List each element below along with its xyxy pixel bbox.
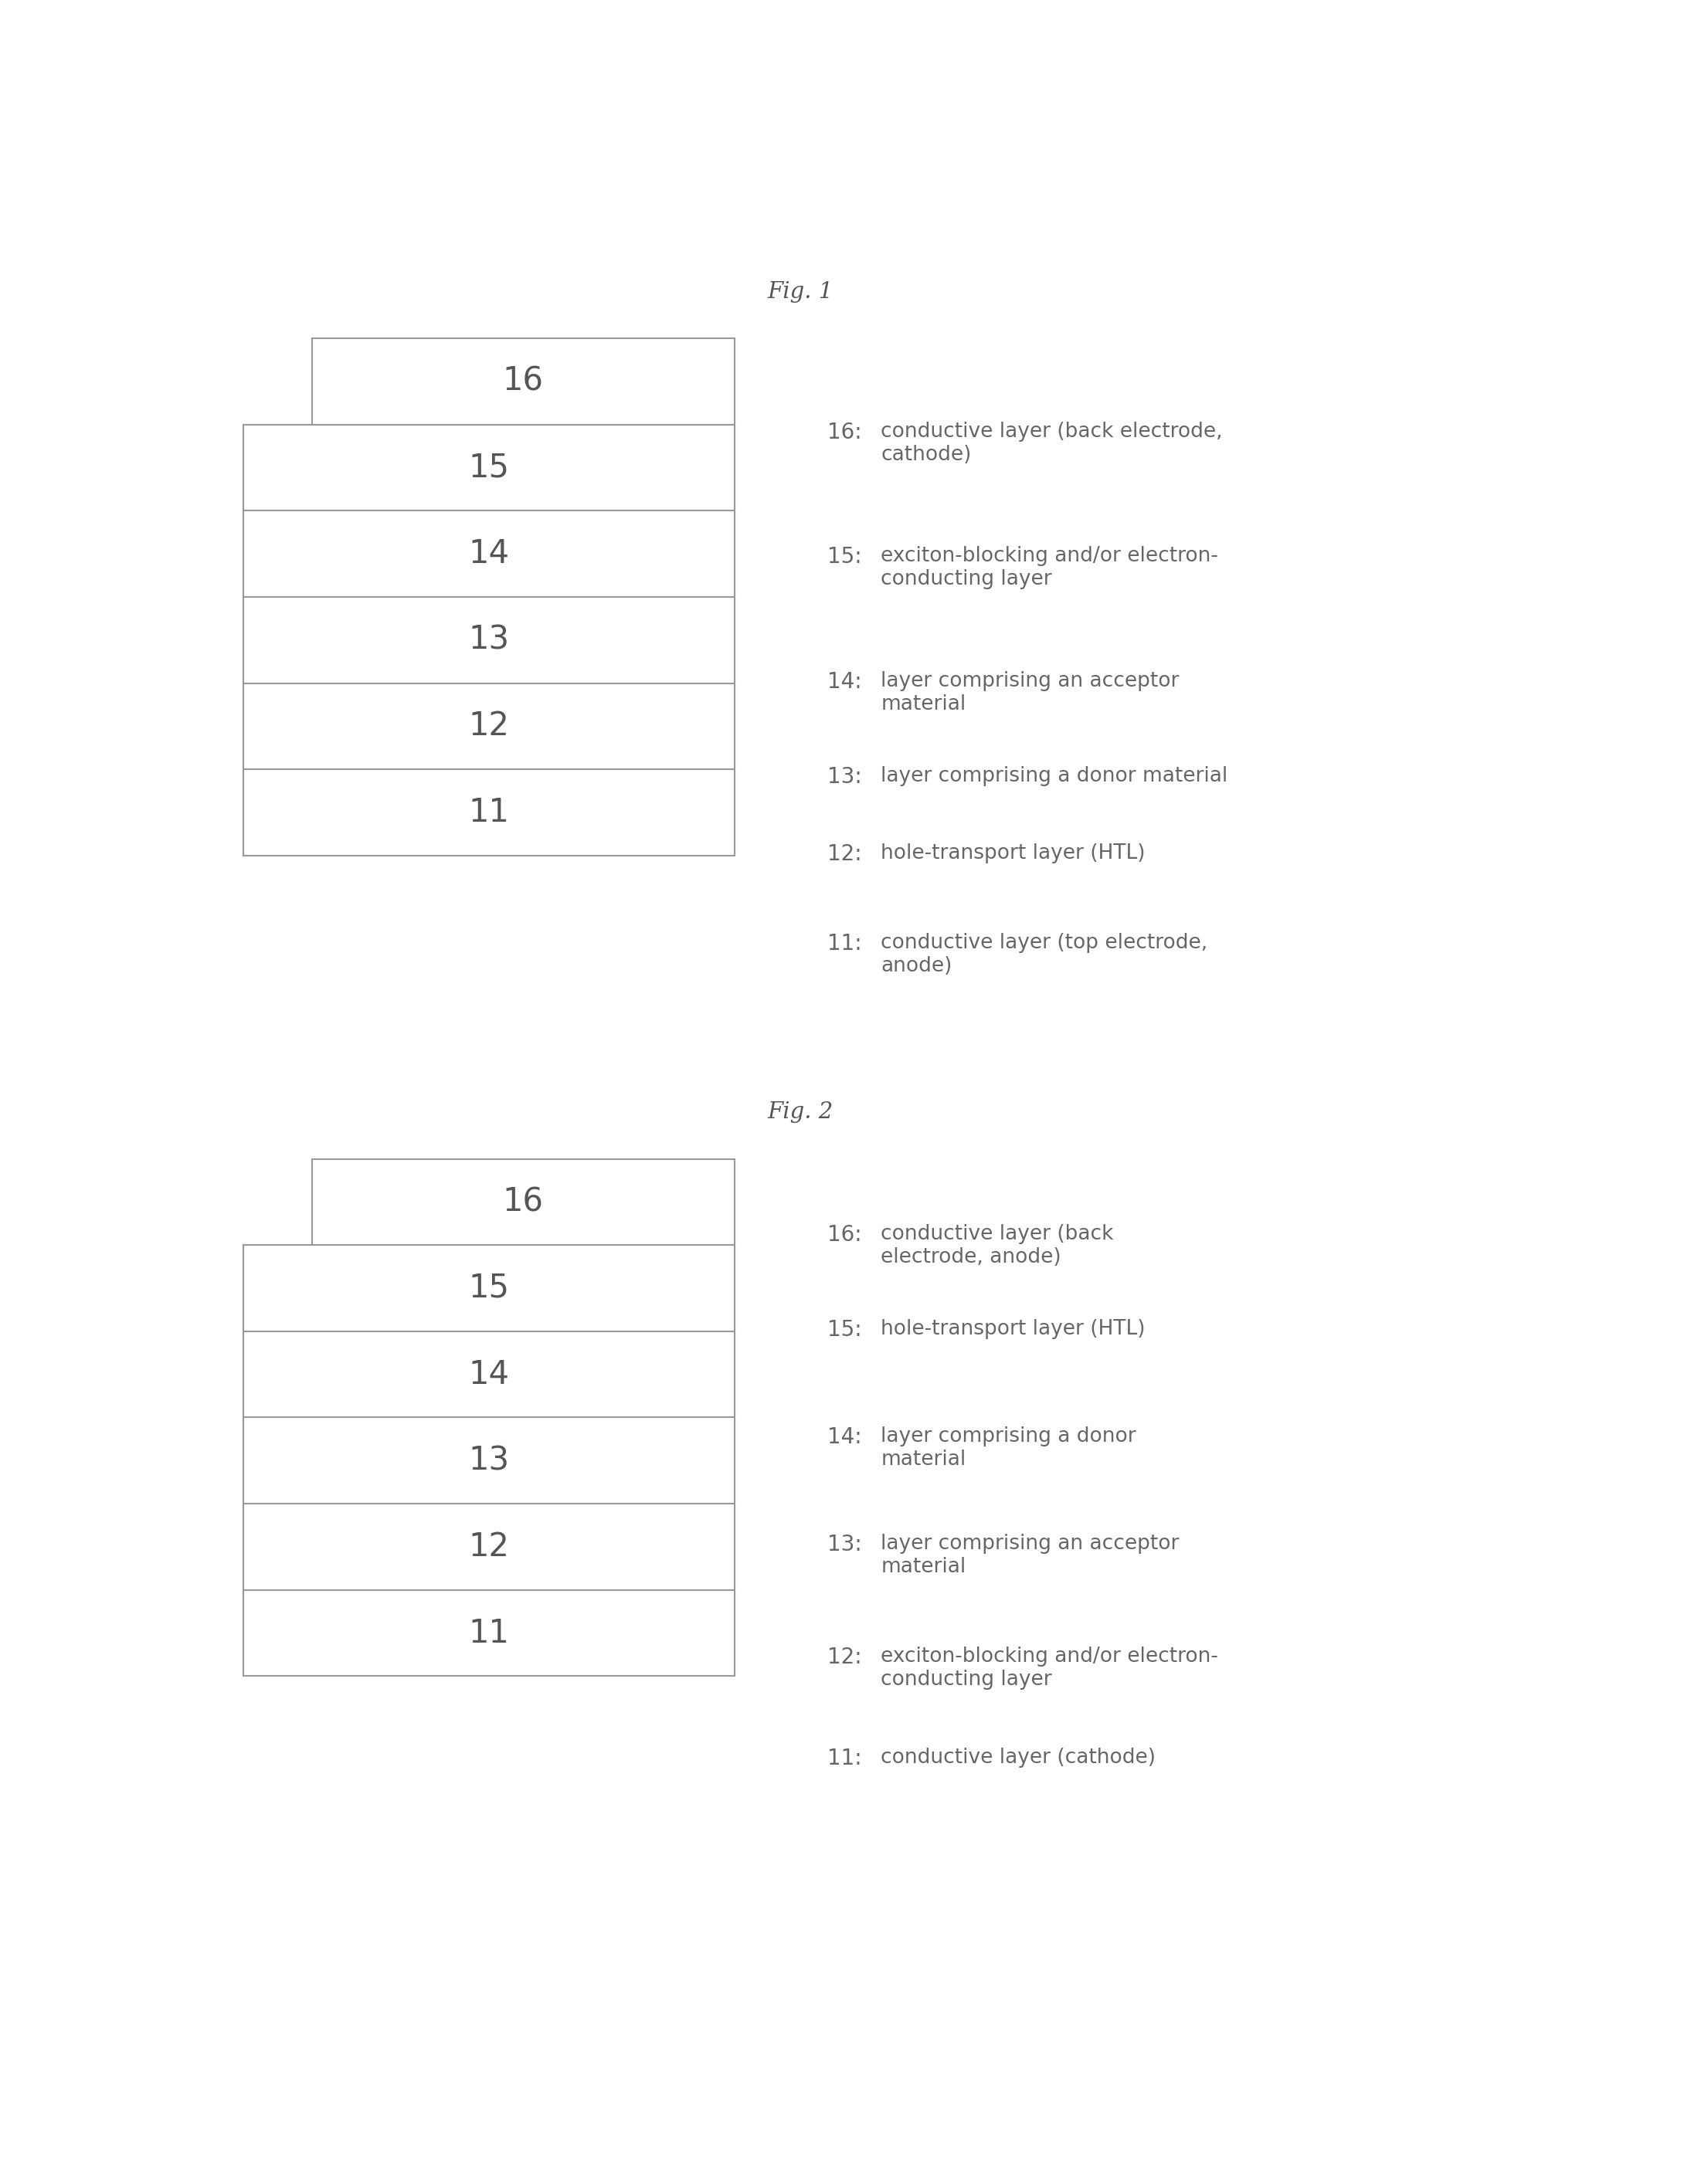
Text: 15:: 15:: [827, 546, 862, 568]
Text: layer comprising a donor
material: layer comprising a donor material: [881, 1426, 1137, 1470]
Text: 16:: 16:: [827, 422, 862, 443]
Text: layer comprising an acceptor
material: layer comprising an acceptor material: [881, 1533, 1179, 1577]
Text: 12: 12: [468, 710, 509, 743]
Text: 16:: 16:: [827, 1225, 862, 1245]
Bar: [244, 1332, 734, 1417]
Text: 13:: 13:: [827, 767, 862, 788]
Text: exciton-blocking and/or electron-
conducting layer: exciton-blocking and/or electron- conduc…: [881, 1647, 1219, 1690]
Bar: [244, 596, 734, 684]
Text: 14:: 14:: [827, 670, 862, 692]
Text: 12: 12: [468, 1531, 509, 1564]
Bar: [244, 769, 734, 856]
Bar: [244, 424, 734, 511]
Bar: [312, 339, 734, 424]
Text: 13:: 13:: [827, 1533, 862, 1555]
Text: 11:: 11:: [827, 1747, 862, 1769]
Text: 16: 16: [504, 1186, 544, 1219]
Text: conductive layer (cathode): conductive layer (cathode): [881, 1747, 1155, 1767]
Text: 11: 11: [468, 797, 509, 828]
Bar: [244, 511, 734, 596]
Text: 15:: 15:: [827, 1319, 862, 1341]
Text: 15: 15: [468, 1271, 509, 1304]
Text: conductive layer (back electrode,
cathode): conductive layer (back electrode, cathod…: [881, 422, 1223, 465]
Bar: [244, 1417, 734, 1505]
Text: 14: 14: [468, 537, 509, 570]
Text: 13: 13: [468, 1444, 509, 1476]
Bar: [244, 684, 734, 769]
Text: 14:: 14:: [827, 1426, 862, 1448]
Text: 15: 15: [468, 452, 509, 483]
Bar: [244, 1505, 734, 1590]
Text: 13: 13: [468, 625, 509, 655]
Text: hole-transport layer (HTL): hole-transport layer (HTL): [881, 1319, 1145, 1339]
Text: 16: 16: [504, 365, 544, 397]
Text: layer comprising an acceptor
material: layer comprising an acceptor material: [881, 670, 1179, 714]
Text: 11: 11: [468, 1616, 509, 1649]
Bar: [312, 1160, 734, 1245]
Bar: [244, 1245, 734, 1332]
Text: hole-transport layer (HTL): hole-transport layer (HTL): [881, 843, 1145, 863]
Text: 11:: 11:: [827, 933, 862, 954]
Text: Fig. 2: Fig. 2: [768, 1101, 834, 1123]
Text: conductive layer (back
electrode, anode): conductive layer (back electrode, anode): [881, 1225, 1113, 1267]
Text: 12:: 12:: [827, 1647, 862, 1669]
Text: conductive layer (top electrode,
anode): conductive layer (top electrode, anode): [881, 933, 1207, 976]
Text: layer comprising a donor material: layer comprising a donor material: [881, 767, 1228, 786]
Text: Fig. 1: Fig. 1: [768, 282, 834, 304]
Text: exciton-blocking and/or electron-
conducting layer: exciton-blocking and/or electron- conduc…: [881, 546, 1219, 590]
Text: 14: 14: [468, 1358, 509, 1391]
Text: 12:: 12:: [827, 843, 862, 865]
Bar: [244, 1590, 734, 1675]
